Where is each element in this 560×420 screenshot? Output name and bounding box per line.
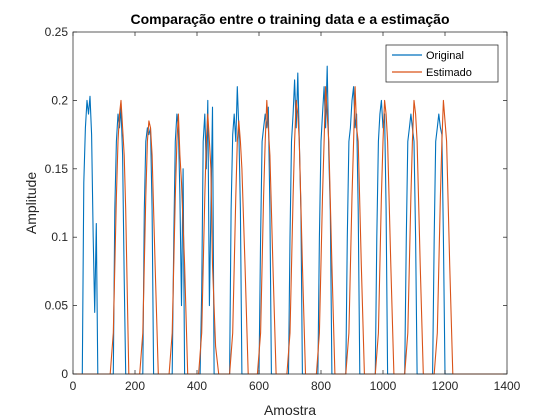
y-tick-label: 0.2 xyxy=(51,93,68,107)
x-axis-label: Amostra xyxy=(264,402,316,418)
x-tick-label: 800 xyxy=(311,379,331,393)
y-tick-label: 0.05 xyxy=(45,299,69,313)
x-tick-label: 400 xyxy=(187,379,207,393)
legend-label-estimado: Estimado xyxy=(426,67,472,79)
axes-box xyxy=(72,31,508,375)
legend-label-original: Original xyxy=(426,50,464,62)
x-tick-label: 1400 xyxy=(494,379,521,393)
y-tick-label: 0.15 xyxy=(45,162,69,176)
chart-title: Comparação entre o training data e a est… xyxy=(131,11,450,27)
ticks-group: 0 200 400 600 800 1000 1200 1400 0 0.05 0.1 0.15 0.2… xyxy=(45,25,521,393)
y-tick-label: 0 xyxy=(61,367,68,381)
x-tick-label: 0 xyxy=(70,379,77,393)
x-tick-label: 1000 xyxy=(370,379,397,393)
x-tick-label: 600 xyxy=(249,379,269,393)
legend: Original Estimado xyxy=(385,44,499,83)
x-tick-label: 1200 xyxy=(432,379,459,393)
y-axis-label: Amplitude xyxy=(23,172,39,234)
x-tick-label: 200 xyxy=(125,379,145,393)
legend-box xyxy=(385,44,499,83)
y-tick-label: 0.25 xyxy=(45,25,69,39)
y-tick-label: 0.1 xyxy=(51,230,68,244)
